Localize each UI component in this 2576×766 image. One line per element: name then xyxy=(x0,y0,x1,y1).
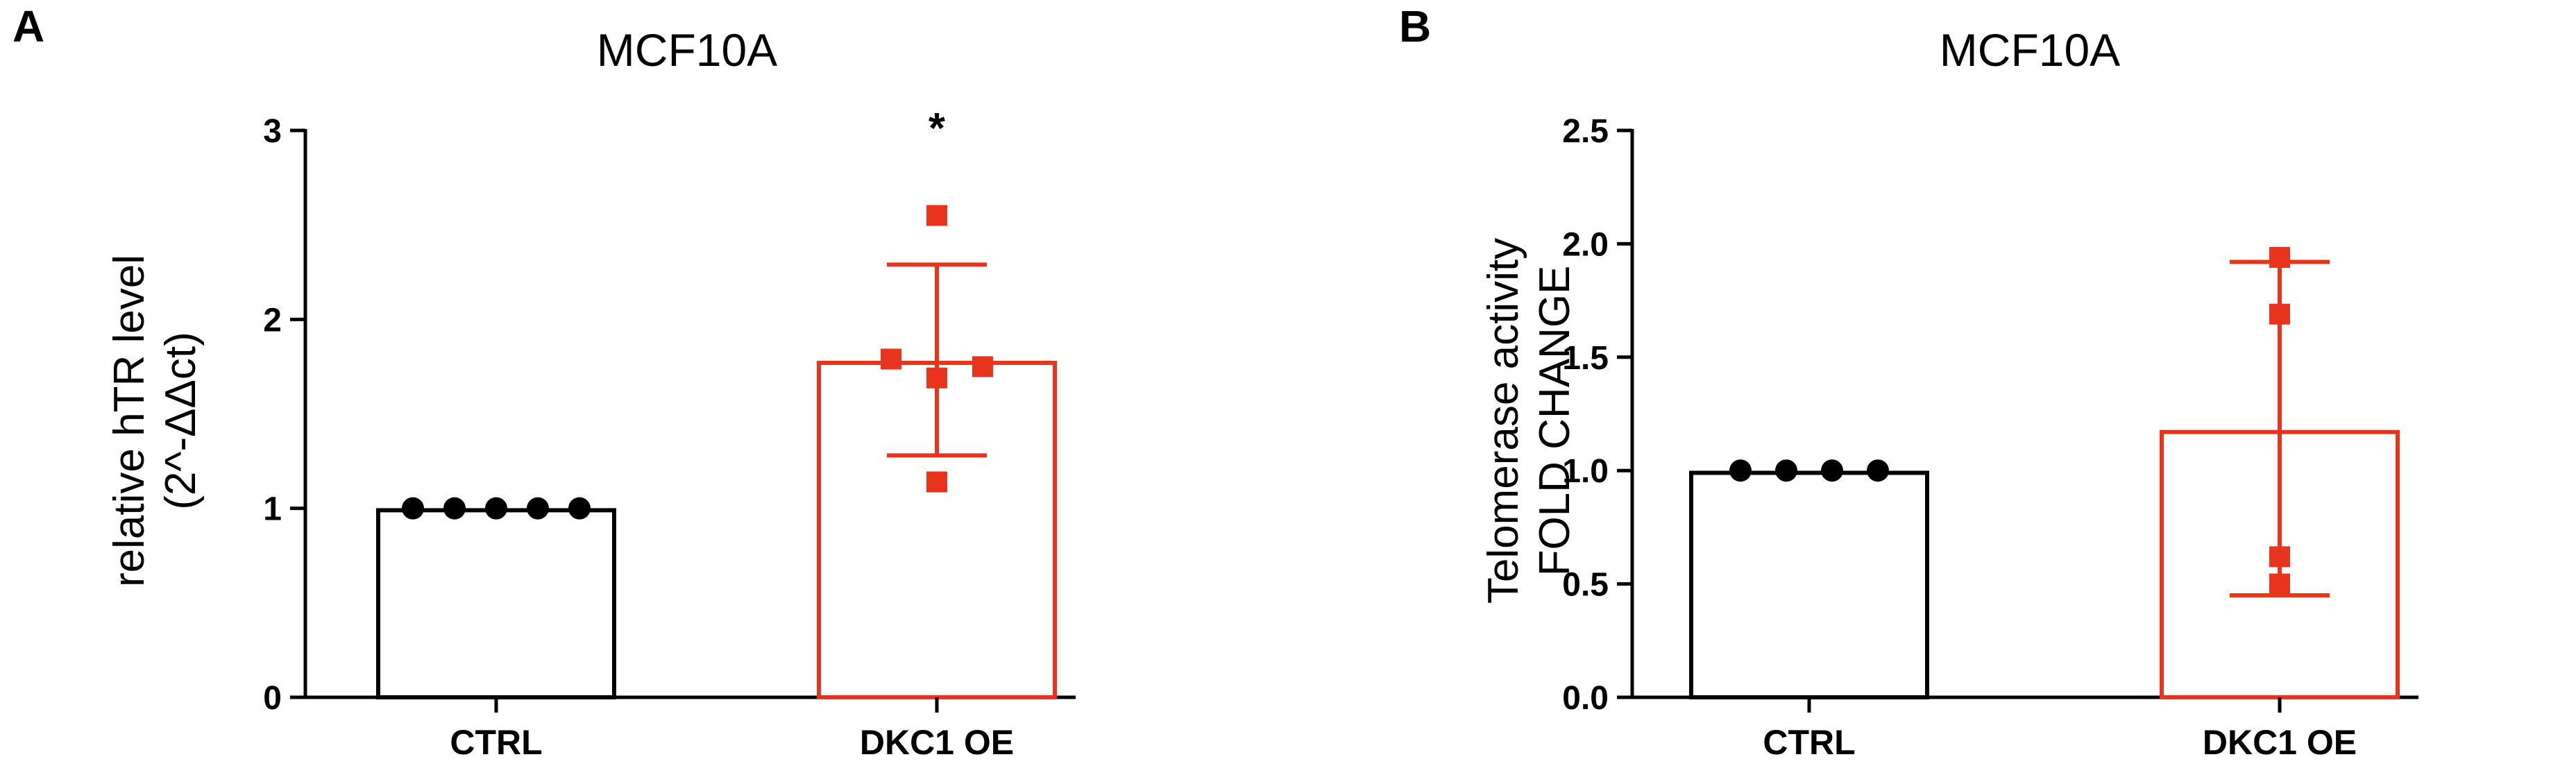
data-point xyxy=(2269,546,2290,568)
y-tick-label: 2.0 xyxy=(1562,226,1609,263)
data-point xyxy=(2269,573,2290,595)
y-tick-label: 1.0 xyxy=(1562,453,1609,490)
chart-title: MCF10A xyxy=(1940,24,2120,76)
bar xyxy=(1689,470,1929,700)
panel-letter: A xyxy=(12,1,44,51)
data-point xyxy=(1775,459,1797,482)
y-axis-label: relative hTR level(2^-ΔΔct) xyxy=(105,255,205,587)
x-tick-label: DKC1 OE xyxy=(860,723,1014,762)
y-tick-label: 0.5 xyxy=(1562,567,1609,604)
x-tick-label: DKC1 OE xyxy=(2203,723,2357,762)
data-point xyxy=(527,497,549,520)
data-point xyxy=(926,367,947,389)
x-tick-label: CTRL xyxy=(1763,723,1855,762)
data-point xyxy=(485,497,507,520)
bar xyxy=(376,508,616,699)
y-tick-label: 2 xyxy=(263,302,282,339)
panel-letter: B xyxy=(1399,1,1431,51)
y-axis-label-line: relative hTR level xyxy=(105,255,153,587)
data-point xyxy=(881,348,901,370)
panel-b-chart: B MCF10A Telomerase activityFOLD CHANGE 0.0… xyxy=(1399,1,2418,762)
y-tick-label: 1 xyxy=(263,491,282,528)
panel-a-chart: A MCF10A relative hTR level(2^-ΔΔct) 0 1 2 3 CT… xyxy=(12,1,1076,762)
y-tick-label: 0 xyxy=(263,680,282,717)
data-point xyxy=(2269,247,2290,269)
data-point xyxy=(1729,459,1752,482)
y-axis-label-line: FOLD CHANGE xyxy=(1531,266,1579,577)
significance-marker: * xyxy=(929,105,946,153)
data-point xyxy=(2269,303,2290,325)
data-point xyxy=(926,471,947,493)
data-point xyxy=(926,205,947,226)
data-point xyxy=(402,497,424,520)
chart-title: MCF10A xyxy=(597,24,777,76)
y-tick-label: 2.5 xyxy=(1562,113,1609,150)
data-point xyxy=(1821,459,1843,482)
y-tick-label: 3 xyxy=(263,113,282,150)
data-point xyxy=(1867,459,1889,482)
y-axis-label-line: (2^-ΔΔct) xyxy=(157,332,205,510)
y-tick-label: 0.0 xyxy=(1562,680,1609,717)
y-tick-label: 1.5 xyxy=(1562,340,1609,377)
y-axis-label-line: Telomerase activity xyxy=(1480,238,1527,604)
data-point xyxy=(443,497,466,520)
data-point xyxy=(568,497,591,520)
data-point xyxy=(972,356,993,377)
x-tick-label: CTRL xyxy=(450,723,542,762)
y-axis-label: Telomerase activityFOLD CHANGE xyxy=(1480,238,1579,604)
